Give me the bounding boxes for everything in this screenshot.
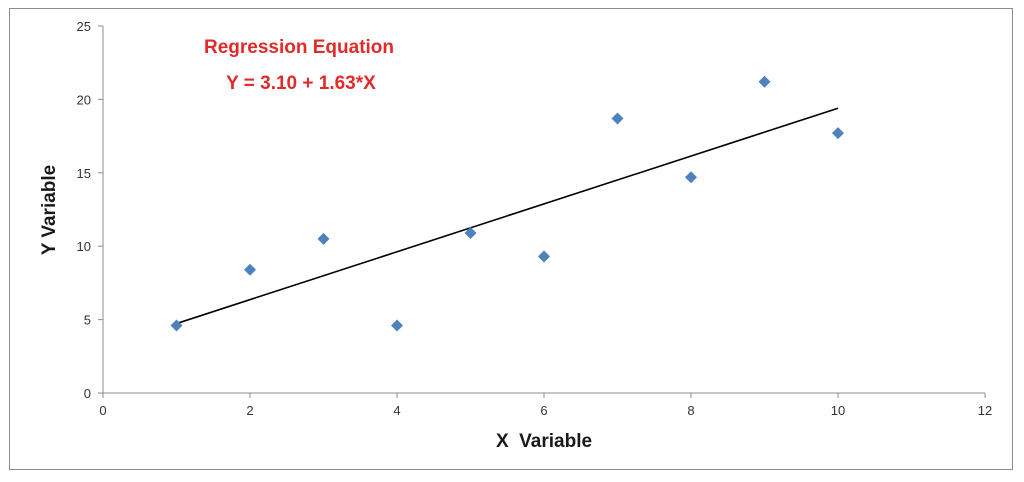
x-tick-label: 0 <box>99 403 106 418</box>
x-tick-label: 6 <box>540 403 547 418</box>
x-tick-label: 12 <box>978 403 992 418</box>
trendline <box>176 107 839 325</box>
x-axis-title: X Variable <box>496 431 592 452</box>
y-tick-label: 15 <box>77 166 91 181</box>
y-tick-label: 20 <box>77 92 91 107</box>
x-ticks: 0 2 4 6 8 10 12 <box>99 393 992 418</box>
y-tick-label: 25 <box>77 19 91 34</box>
annotation-regression-title: Regression Equation <box>204 37 394 58</box>
data-point <box>685 171 697 184</box>
x-tick-label: 4 <box>393 403 400 418</box>
x-tick-label: 10 <box>831 403 845 418</box>
y-tick-label: 10 <box>77 239 91 254</box>
data-point <box>832 127 844 140</box>
data-point <box>391 319 403 332</box>
data-point <box>611 112 624 125</box>
annotation-regression-equation: Y = 3.10 + 1.63*X <box>226 73 376 94</box>
data-point <box>464 226 477 239</box>
y-tick-label: 5 <box>84 313 91 328</box>
data-point <box>758 75 771 88</box>
y-tick-label: 0 <box>84 386 91 401</box>
data-point <box>317 232 330 245</box>
x-tick-label: 2 <box>246 403 253 418</box>
data-point <box>244 263 256 276</box>
data-points <box>170 75 844 332</box>
data-point <box>170 319 183 332</box>
y-axis-title: Y Variable <box>39 165 60 256</box>
y-ticks: 0 5 10 15 20 25 <box>77 19 103 401</box>
x-tick-label: 8 <box>687 403 694 418</box>
data-point <box>538 250 550 263</box>
